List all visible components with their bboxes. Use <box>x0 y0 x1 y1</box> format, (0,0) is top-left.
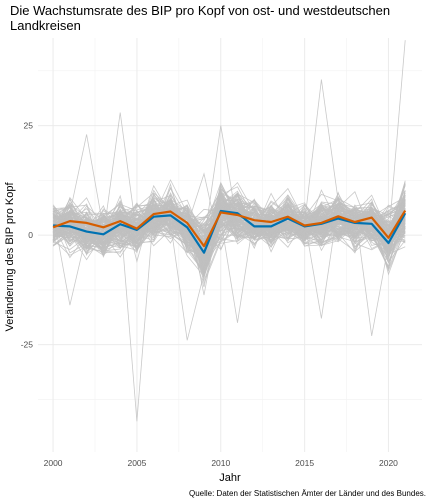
x-tick-label: 2015 <box>295 458 314 468</box>
x-axis-title: Jahr <box>219 472 241 484</box>
background-series <box>52 40 406 422</box>
y-tick-label: -25 <box>21 340 34 350</box>
background-series-line <box>52 187 406 254</box>
background-series-line <box>52 192 406 245</box>
series-line-2 <box>52 210 407 248</box>
chart-title-line-2: Landkreisen <box>10 18 81 33</box>
highlighted-series <box>52 209 407 254</box>
background-series-line <box>52 196 406 254</box>
x-tick-label: 2010 <box>211 458 230 468</box>
chart-title-line-1: Die Wachstumsrate des BIP pro Kopf von o… <box>10 3 390 18</box>
background-series-line <box>53 194 406 270</box>
x-tick-label: 2000 <box>44 458 63 468</box>
chart-caption: Quelle: Daten der Statistischen Ämter de… <box>189 489 426 498</box>
chart-title: Die Wachstumsrate des BIP pro Kopf von o… <box>10 3 390 33</box>
x-tick-label: 2020 <box>379 458 398 468</box>
series-line-1 <box>53 209 407 254</box>
y-axis-ticks: -25 0 25 <box>21 121 34 350</box>
background-series-line <box>52 180 406 269</box>
background-series-line <box>53 187 406 260</box>
background-series-line <box>52 205 406 249</box>
y-axis-title: Veränderung des BIP pro Kopf <box>4 182 16 332</box>
x-axis-ticks: 2000 2005 2010 2015 2020 <box>44 458 399 468</box>
x-tick-label: 2005 <box>127 458 146 468</box>
y-tick-label: 25 <box>24 121 34 131</box>
y-tick-label: 0 <box>28 230 33 240</box>
